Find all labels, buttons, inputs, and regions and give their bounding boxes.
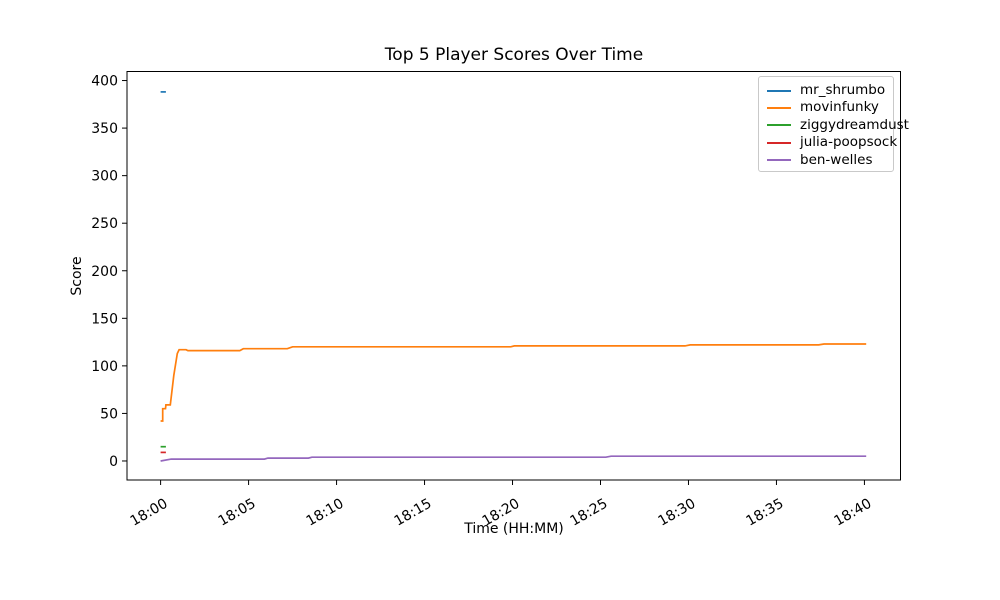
legend-entry-ziggydreamdust: ziggydreamdust	[767, 117, 909, 134]
legend-label: ziggydreamdust	[800, 116, 909, 133]
y-tick-label: 50	[100, 406, 118, 422]
y-tick-label: 150	[91, 311, 118, 327]
y-tick-label: 250	[91, 216, 118, 232]
y-tick-label: 0	[109, 454, 118, 470]
legend-line-swatch	[767, 124, 791, 127]
y-axis-label: Score	[69, 256, 85, 296]
legend-entry-movinfunky: movinfunky	[767, 99, 889, 116]
y-tick-label: 300	[91, 169, 118, 185]
legend-label: julia-poopsock	[800, 134, 898, 151]
legend-label: mr_shrumbo	[800, 81, 886, 98]
y-tick-label: 400	[91, 74, 118, 90]
legend-entry-julia-poopsock: julia-poopsock	[767, 134, 897, 151]
axes-frame	[126, 71, 901, 481]
legend: mr_shrumbo movinfunky ziggydreamdust julia-…	[758, 76, 909, 172]
legend-line-swatch	[767, 107, 791, 110]
series-line-movinfunky	[160, 343, 867, 422]
legend-label: ben-welles	[800, 151, 873, 168]
legend-entry-mr_shrumbo: mr_shrumbo	[767, 82, 889, 99]
series-line-ben-welles	[160, 455, 867, 462]
legend-entry-ben-welles: ben-welles	[767, 152, 889, 169]
y-tick-label: 350	[91, 121, 118, 137]
legend-line-swatch	[767, 89, 791, 92]
chart-title: Top 5 Player Scores Over Time	[384, 45, 644, 65]
y-tick-label: 200	[91, 264, 118, 280]
y-tick-label: 100	[91, 359, 118, 375]
legend-label: movinfunky	[800, 99, 879, 116]
legend-line-swatch	[767, 141, 791, 144]
legend-line-swatch	[767, 159, 791, 162]
x-axis-label: Time (HH:MM)	[464, 521, 564, 537]
